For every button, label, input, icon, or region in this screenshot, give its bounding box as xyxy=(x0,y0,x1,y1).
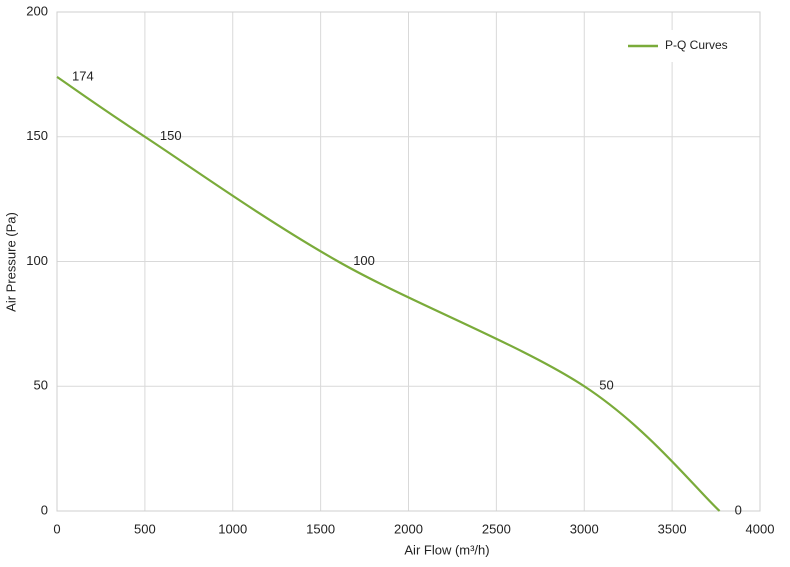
x-tick-label: 1500 xyxy=(306,521,335,536)
data-label: 100 xyxy=(353,253,375,268)
x-tick-label: 4000 xyxy=(746,521,775,536)
x-tick-label: 2500 xyxy=(482,521,511,536)
x-tick-label: 2000 xyxy=(394,521,423,536)
y-tick-label: 0 xyxy=(41,502,48,517)
x-tick-label: 1000 xyxy=(218,521,247,536)
y-tick-label: 100 xyxy=(26,253,48,268)
y-axis-label: Air Pressure (Pa) xyxy=(3,212,18,312)
y-tick-label: 150 xyxy=(26,128,48,143)
line-series xyxy=(56,75,721,512)
x-tick-label: 500 xyxy=(134,521,156,536)
plot-border xyxy=(56,11,761,512)
y-tick-label: 200 xyxy=(26,3,48,18)
data-label: 0 xyxy=(735,502,742,517)
data-label: 50 xyxy=(599,378,613,393)
data-label: 150 xyxy=(160,128,182,143)
x-tick-label: 3500 xyxy=(658,521,687,536)
x-axis-label: Air Flow (m³/h) xyxy=(404,542,489,557)
y-tick-label: 50 xyxy=(34,378,48,393)
data-label: 174 xyxy=(72,68,94,83)
legend-label: P-Q Curves xyxy=(665,38,728,52)
x-tick-label: 3000 xyxy=(570,521,599,536)
x-tick-label: 0 xyxy=(53,521,60,536)
